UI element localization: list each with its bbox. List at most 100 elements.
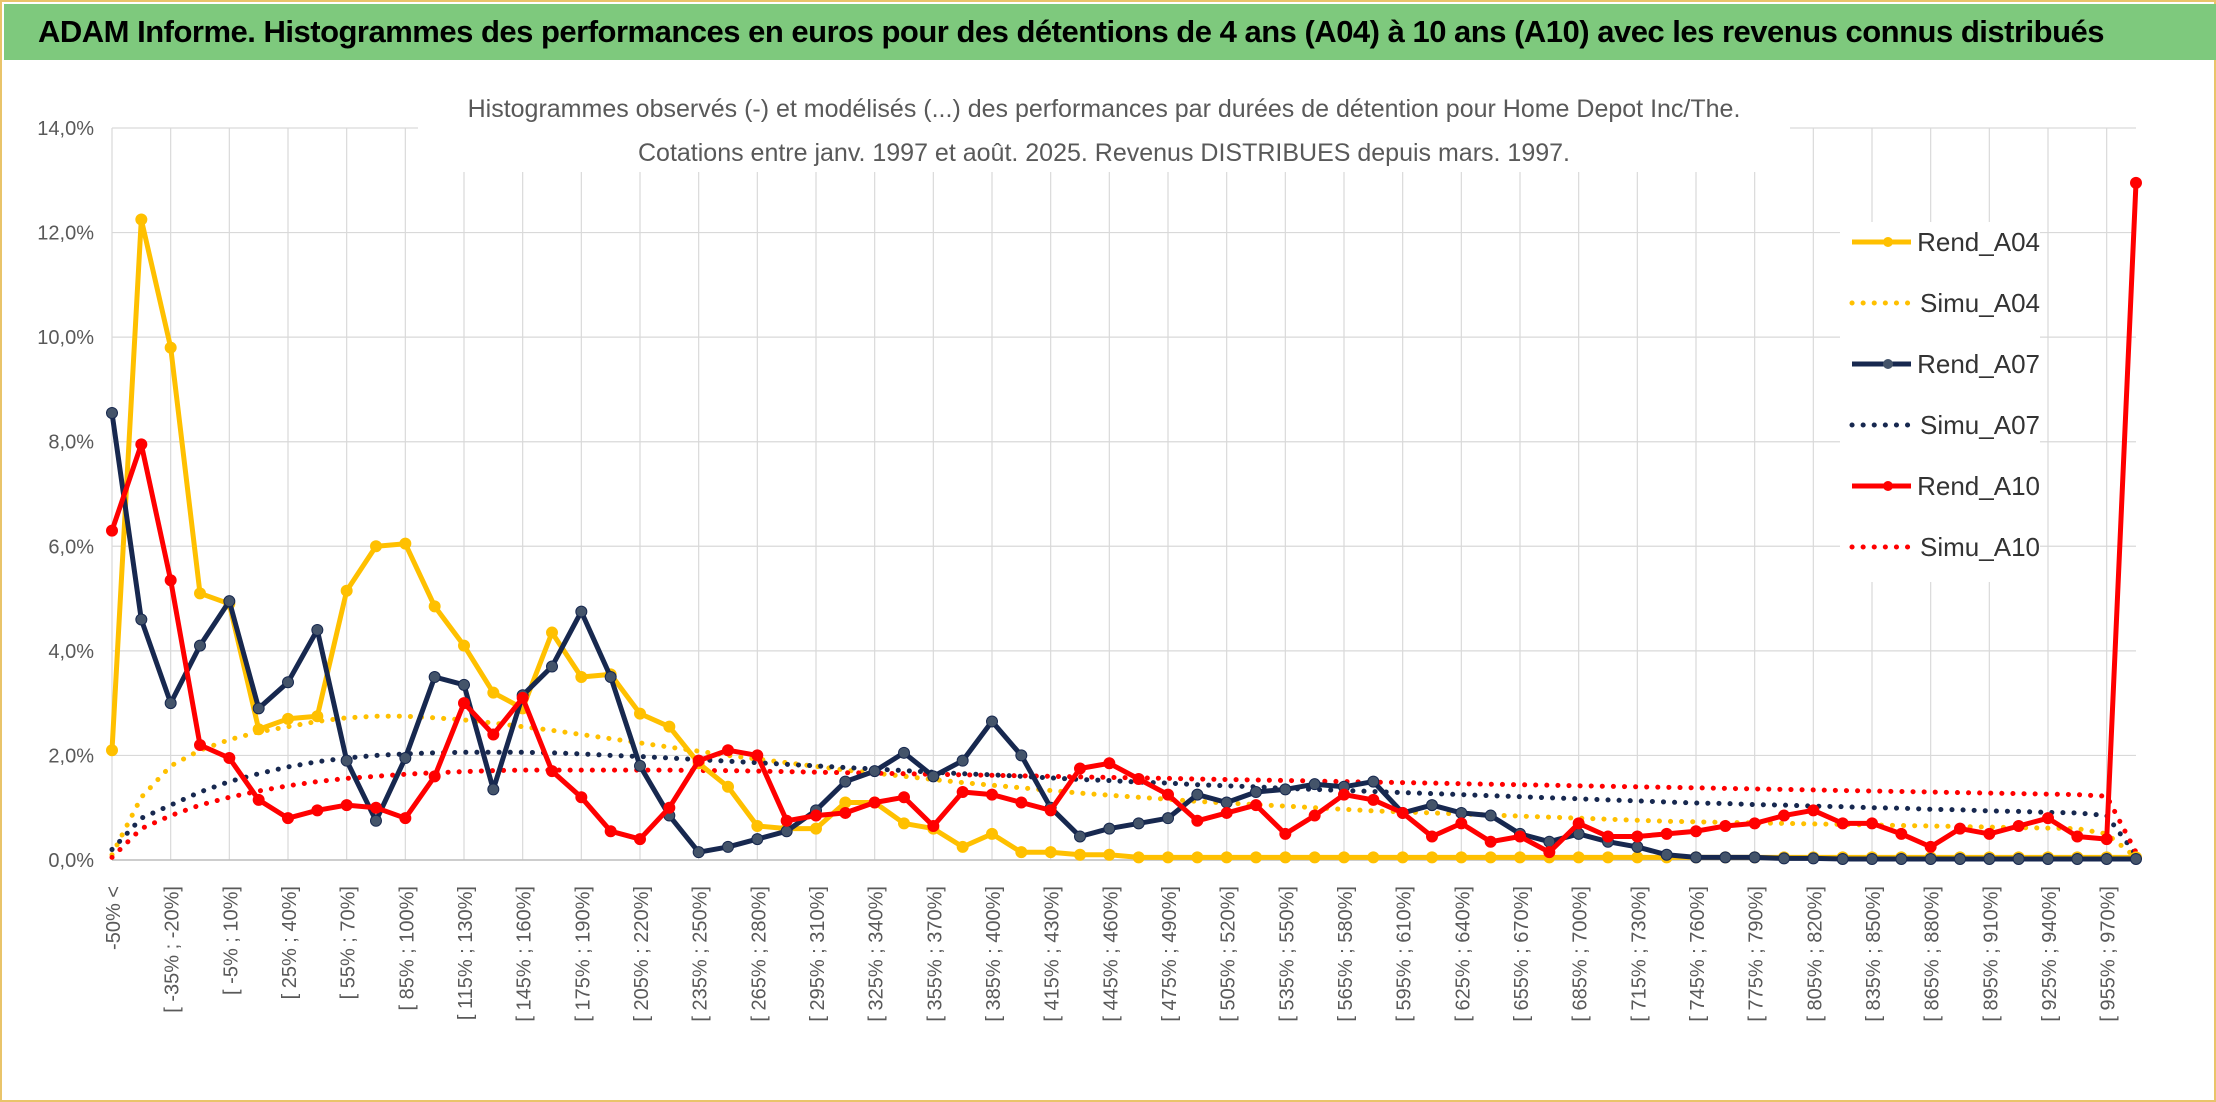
x-tick-label: [ 175% ; 190%] xyxy=(572,886,594,1022)
series-point xyxy=(1455,817,1468,830)
series-point xyxy=(751,820,764,833)
series-point xyxy=(1748,817,1761,830)
series-point xyxy=(1074,830,1086,843)
series-point xyxy=(1250,851,1262,864)
series-lines xyxy=(106,176,2142,865)
series-point xyxy=(252,793,265,806)
series-point xyxy=(1514,830,1526,843)
series-point xyxy=(1220,796,1233,809)
series-point xyxy=(546,660,558,673)
series-point xyxy=(898,791,910,804)
x-tick-label: [ 145% ; 160%] xyxy=(514,886,536,1022)
series-point xyxy=(1308,809,1321,822)
series-point xyxy=(1191,851,1204,864)
x-tick-label: [ 565% ; 580%] xyxy=(1335,886,1357,1022)
y-tick-label: 4,0% xyxy=(48,641,94,663)
series-line xyxy=(109,412,2136,862)
series-point xyxy=(487,783,500,796)
series-point xyxy=(106,524,118,537)
series-point xyxy=(282,712,294,725)
series-point xyxy=(1954,822,1966,835)
series-point xyxy=(1778,852,1790,865)
x-tick-label: [ 715% ; 730%] xyxy=(1628,886,1650,1022)
series-point xyxy=(164,697,177,710)
series-point xyxy=(1983,852,1996,865)
series-point xyxy=(1514,851,1526,864)
series-point xyxy=(252,723,265,736)
series-line xyxy=(109,713,2139,860)
legend-swatch xyxy=(1849,300,1915,306)
series-point xyxy=(1044,804,1057,817)
legend-label: Simu_A10 xyxy=(1920,531,2040,562)
series-point xyxy=(1015,846,1028,859)
x-tick-label: [ 955% ; 970%] xyxy=(2098,886,2120,1022)
x-tick-label: [ 55% ; 70%] xyxy=(338,886,360,999)
series-point xyxy=(135,438,148,451)
series-point xyxy=(986,827,998,840)
series-point xyxy=(722,780,734,793)
series-point xyxy=(1279,783,1292,796)
series-point xyxy=(223,595,236,608)
series-simu-a10 xyxy=(109,767,2139,860)
series-point xyxy=(1983,827,1996,840)
x-tick-label: [ 625% ; 640%] xyxy=(1452,886,1474,1022)
series-point xyxy=(2100,833,2113,846)
x-tick-label: [ 385% ; 400%] xyxy=(983,886,1005,1022)
series-point xyxy=(1162,788,1174,801)
series-point xyxy=(1602,851,1614,864)
series-point xyxy=(194,639,206,652)
series-point xyxy=(428,671,441,683)
series-point xyxy=(1719,851,1732,864)
series-point xyxy=(1807,852,1820,865)
series-point xyxy=(1191,788,1204,801)
series-point xyxy=(1866,817,1878,830)
series-point xyxy=(282,812,294,825)
legend-swatch xyxy=(1849,544,1915,550)
series-point xyxy=(634,759,646,772)
series-point xyxy=(810,822,822,835)
series-point xyxy=(546,626,558,639)
x-tick-label: [ 865% ; 880%] xyxy=(1922,886,1944,1022)
series-point xyxy=(340,799,353,812)
series-point xyxy=(1132,817,1145,830)
series-point xyxy=(340,584,353,597)
series-point xyxy=(956,754,969,767)
series-point xyxy=(2042,852,2054,865)
x-tick-label: [ 895% ; 910%] xyxy=(1980,886,2002,1022)
report-banner: ADAM Informe. Histogrammes des performan… xyxy=(4,4,2216,60)
series-point xyxy=(2012,852,2025,865)
legend-swatch xyxy=(1852,237,1912,247)
series-point xyxy=(1308,778,1321,791)
series-point xyxy=(1719,820,1732,833)
series-point xyxy=(1895,852,1908,865)
series-point xyxy=(1660,848,1673,861)
legend-label: Rend_A10 xyxy=(1917,470,2040,501)
series-point xyxy=(1954,852,1966,865)
series-line xyxy=(109,182,2139,855)
series-point xyxy=(516,691,529,704)
series-point xyxy=(458,639,470,652)
series-rend-a10 xyxy=(106,176,2142,859)
series-point xyxy=(575,671,588,683)
series-simu-a07 xyxy=(109,749,2139,858)
series-point xyxy=(722,744,734,757)
series-point xyxy=(2100,852,2113,865)
series-point xyxy=(1426,830,1438,843)
series-point xyxy=(135,613,148,626)
chart-title-group: Histogrammes observés (-) et modélisés (… xyxy=(418,82,1790,172)
chart-title: Histogrammes observés (-) et modélisés (… xyxy=(468,95,1741,123)
legend-marker xyxy=(1883,237,1893,247)
x-tick-label: [ 685% ; 700%] xyxy=(1570,886,1592,1022)
x-tick-label: [ 535% ; 550%] xyxy=(1276,886,1298,1022)
y-tick-label: 2,0% xyxy=(48,745,94,767)
series-point xyxy=(1690,825,1702,838)
series-point xyxy=(1279,851,1292,864)
y-tick-label: 8,0% xyxy=(48,432,94,454)
series-point xyxy=(1455,806,1468,819)
series-point xyxy=(692,846,705,859)
series-point xyxy=(692,754,705,767)
series-point xyxy=(1132,772,1145,785)
x-tick-label: [ 445% ; 460%] xyxy=(1100,886,1122,1022)
series-point xyxy=(458,678,470,691)
y-tick-label: 14,0% xyxy=(37,118,94,140)
